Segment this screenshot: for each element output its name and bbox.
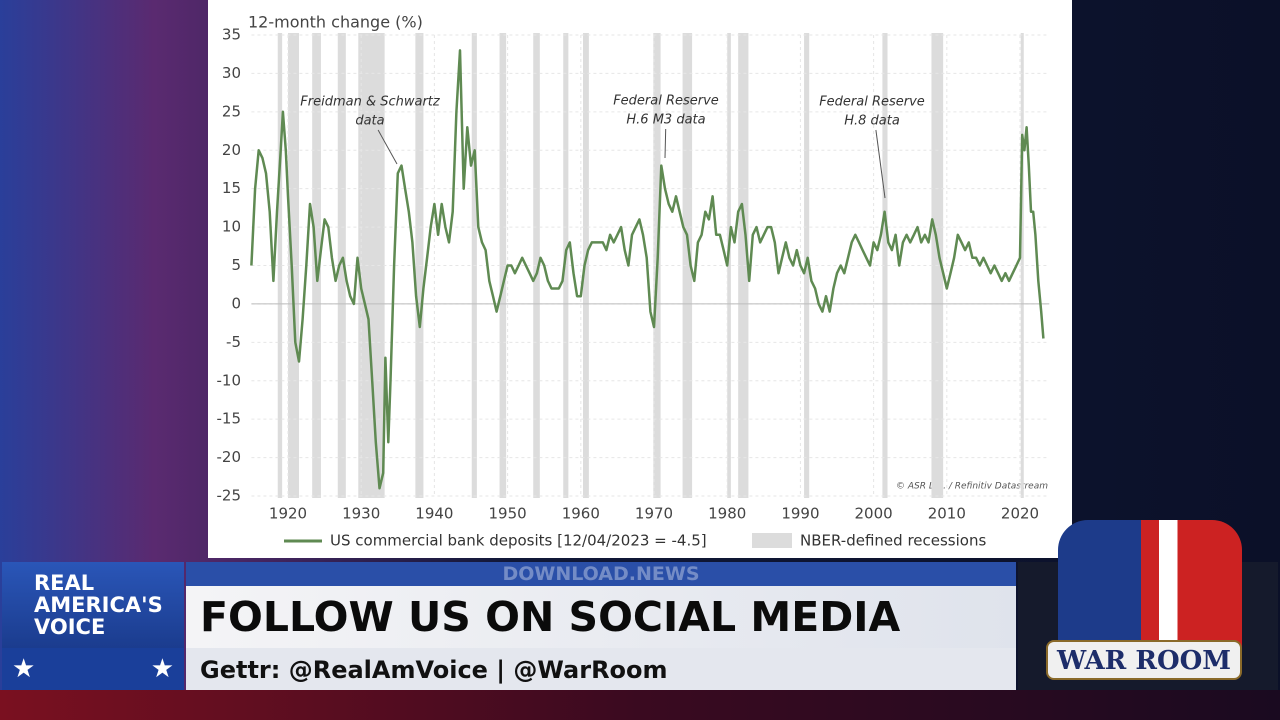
x-tick-label: 1930 [342, 505, 380, 523]
legend-label: NBER-defined recessions [800, 532, 986, 550]
y-tick-label: 15 [222, 179, 241, 197]
y-tick-label: 10 [222, 218, 241, 236]
bottom-strip [0, 690, 1280, 720]
recession-band [738, 33, 749, 498]
x-tick-label: 2020 [1001, 505, 1039, 523]
x-tick-label: 1970 [635, 505, 673, 523]
y-tick-label: 30 [222, 64, 241, 82]
recession-band [277, 33, 283, 498]
recession-band [415, 33, 424, 498]
star-strip: ★ ★ [2, 648, 184, 690]
annotation: Federal Reserve [819, 95, 925, 110]
annotation: H.6 M3 data [626, 113, 705, 128]
subline: Gettr: @RealAmVoice | @WarRoom [186, 648, 1016, 690]
recession-band [499, 33, 507, 498]
y-tick-label: -25 [217, 487, 242, 505]
y-tick-label: 0 [231, 294, 241, 312]
x-tick-label: 1950 [489, 505, 527, 523]
legend-swatch [752, 533, 792, 548]
source: © ASR Ltd. / Refinitiv Datastream [896, 482, 1048, 492]
annotation-arrow [664, 128, 667, 159]
x-tick-label: 2010 [928, 505, 966, 523]
y-tick-label: 20 [222, 141, 241, 159]
y-tick-label: 35 [222, 26, 241, 44]
network-logo: REAL AMERICA'S VOICE [2, 562, 184, 648]
recession-band [583, 33, 589, 498]
x-tick-label: 1920 [269, 505, 307, 523]
network-line: REAL [34, 571, 95, 595]
network-line: AMERICA'S [34, 593, 163, 617]
y-tick-label: -5 [226, 333, 241, 351]
annotation: Federal Reserve [613, 94, 719, 109]
show-name: WAR ROOM [1046, 640, 1242, 680]
annotation: Freidman & Schwartz [300, 95, 441, 110]
network-line: VOICE [34, 615, 106, 639]
recession-band [882, 33, 888, 498]
y-tick-label: 5 [231, 256, 241, 274]
y-tick-label: -10 [217, 371, 242, 389]
legend-label: US commercial bank deposits [12/04/2023 … [330, 532, 707, 550]
y-tick-label: -15 [217, 410, 242, 428]
annotation: data [355, 114, 384, 129]
y-axis-label: 12-month change (%) [248, 13, 423, 32]
y-tick-label: 25 [222, 102, 241, 120]
recession-band [533, 33, 540, 498]
annotation-arrow [875, 129, 886, 199]
x-tick-label: 1980 [708, 505, 746, 523]
x-tick-label: 1940 [415, 505, 453, 523]
y-tick-label: -20 [217, 448, 242, 466]
annotation: H.8 data [844, 114, 900, 129]
x-tick-label: 2000 [855, 505, 893, 523]
recession-band [727, 33, 731, 498]
recession-band [682, 33, 693, 498]
chart-panel [208, 0, 1072, 558]
headline: FOLLOW US ON SOCIAL MEDIA [186, 586, 1016, 648]
annotation-arrow [377, 129, 398, 165]
x-tick-label: 1990 [781, 505, 819, 523]
series-line [250, 49, 1045, 490]
watermark: DOWNLOAD.NEWS [186, 562, 1016, 586]
x-tick-label: 1960 [562, 505, 600, 523]
